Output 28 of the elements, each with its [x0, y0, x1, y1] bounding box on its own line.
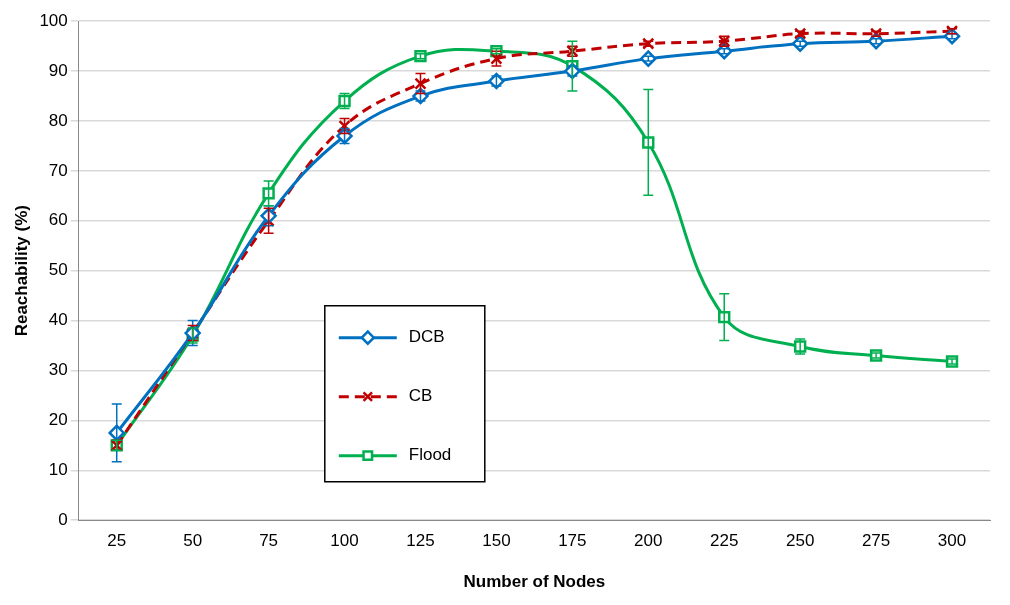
x-tick-label: 25	[107, 531, 127, 551]
x-tick-label: 300	[937, 531, 967, 551]
y-tick-label: 40	[48, 310, 68, 330]
y-tick-label: 60	[48, 210, 68, 230]
x-axis-title: Number of Nodes	[463, 572, 606, 592]
y-tick-label: 70	[48, 160, 68, 180]
x-tick-label: 200	[634, 531, 663, 551]
x-tick-label: 100	[330, 531, 359, 551]
y-tick-label: 80	[48, 110, 68, 130]
x-tick-label: 275	[861, 531, 891, 551]
y-tick-label: 0	[58, 509, 68, 529]
y-axis-title: Reachability (%)	[11, 205, 31, 337]
y-tick-label: 100	[39, 10, 68, 30]
x-tick-label: 50	[183, 531, 203, 551]
x-tick-label: 175	[558, 531, 587, 551]
x-tick-label: 75	[259, 531, 279, 551]
x-tick-label: 250	[785, 531, 815, 551]
y-tick-label: 20	[48, 410, 68, 430]
legend-label: CB	[408, 386, 433, 406]
y-tick-label: 10	[48, 459, 68, 479]
x-tick-label: 225	[710, 531, 739, 551]
x-tick-label: 125	[406, 531, 435, 551]
legend-label: DCB	[408, 327, 445, 347]
x-tick-label: 150	[482, 531, 511, 551]
y-tick-label: 30	[48, 360, 68, 380]
y-tick-label: 90	[48, 60, 68, 80]
legend-label: Flood	[408, 445, 452, 465]
y-tick-label: 50	[48, 260, 68, 280]
